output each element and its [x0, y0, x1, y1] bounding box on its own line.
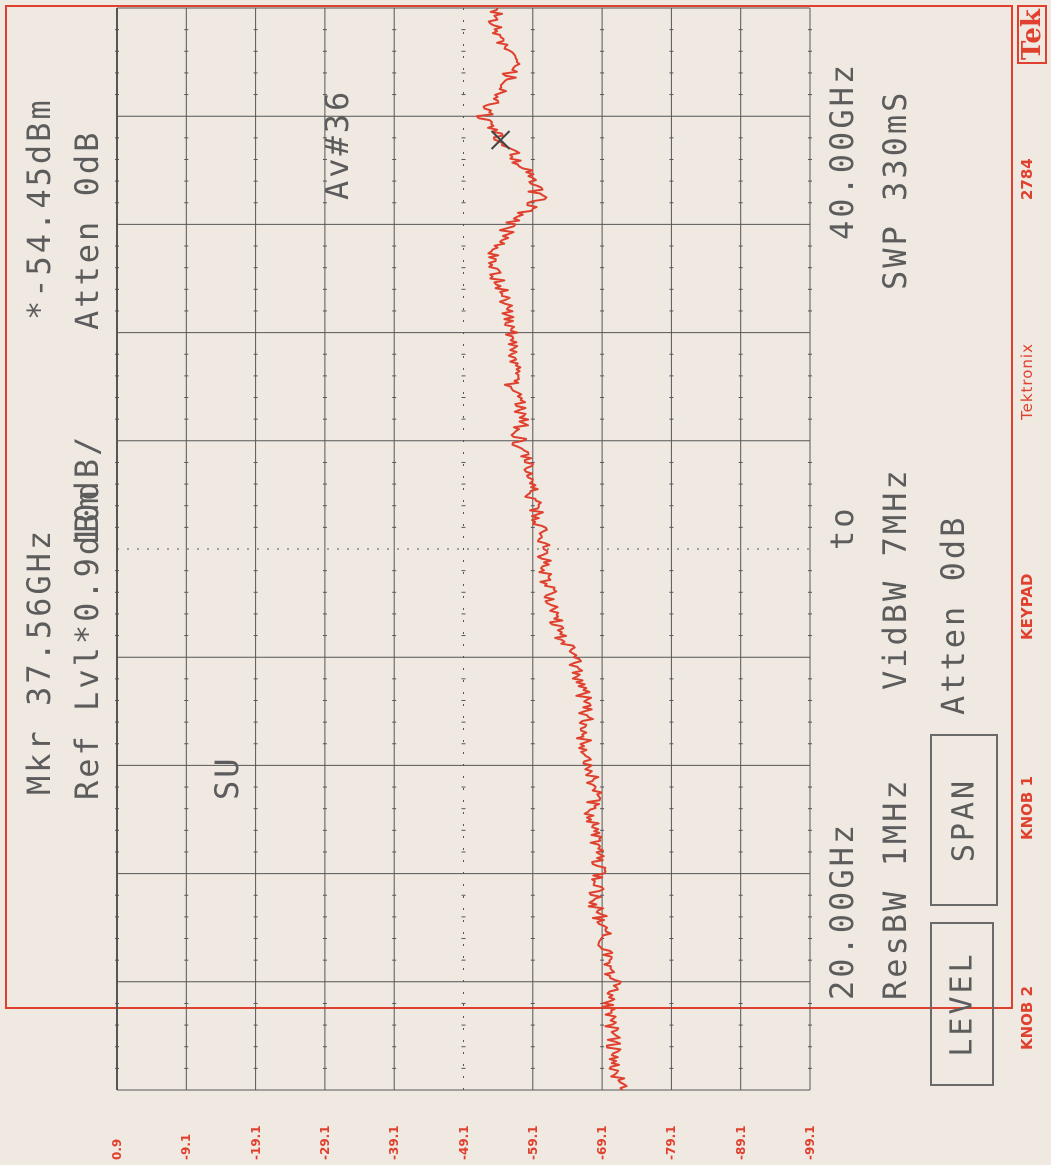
y-tick-label: -59.1	[525, 1125, 540, 1160]
y-tick-label: -19.1	[248, 1125, 263, 1160]
atten-top: Atten 0dB	[68, 129, 106, 330]
marker-readout: Mkr 37.56GHz	[20, 527, 58, 795]
level-button[interactable]: LEVEL	[930, 922, 994, 1086]
sweep-time: SWP 330mS	[876, 89, 914, 290]
y-tick-label: -39.1	[387, 1125, 402, 1160]
y-tick-label: -9.1	[179, 1133, 194, 1160]
knob1-label[interactable]: KNOB 1	[1018, 775, 1036, 840]
y-tick-label: -89.1	[733, 1125, 748, 1160]
keypad-label[interactable]: KEYPAD	[1018, 573, 1036, 640]
averaging-readout: Av#36	[318, 88, 356, 200]
knob2-label[interactable]: KNOB 2	[1018, 985, 1036, 1050]
start-frequency: 20.00GHz	[823, 821, 861, 1000]
model-label: 2784	[1018, 158, 1036, 200]
y-tick-label: -69.1	[595, 1125, 610, 1160]
res-bw: ResBW 1MHz	[876, 777, 914, 1000]
brand-label: Tektronix	[1018, 343, 1036, 420]
trace-group	[475, 7, 628, 1091]
to-label: to	[823, 505, 861, 550]
y-tick-label: -79.1	[664, 1125, 679, 1160]
graticule	[115, 7, 812, 1091]
vid-bw: VidBW 7MHz	[876, 467, 914, 690]
y-tick-label: -29.1	[317, 1125, 332, 1160]
atten-bottom: Atten 0dB	[934, 514, 972, 715]
span-button[interactable]: SPAN	[930, 734, 998, 906]
marker-x-stroke	[490, 130, 511, 150]
y-tick-label: 0.9	[110, 1138, 124, 1160]
status-su: SU	[208, 755, 246, 800]
y-tick-label: -49.1	[456, 1125, 471, 1160]
spectrum-trace	[475, 7, 628, 1091]
stop-frequency: 40.00GHz	[823, 61, 861, 240]
marker-group	[490, 130, 511, 150]
marker-value: *-54.45dBm	[20, 97, 58, 320]
level-button-label: LEVEL	[944, 951, 980, 1057]
y-tick-label: -99.1	[803, 1125, 817, 1160]
screen-border	[5, 5, 1013, 1009]
scale-readout: 10dB/	[68, 433, 106, 545]
span-button-label: SPAN	[946, 777, 982, 863]
tek-logo: Tek	[1015, 5, 1047, 66]
